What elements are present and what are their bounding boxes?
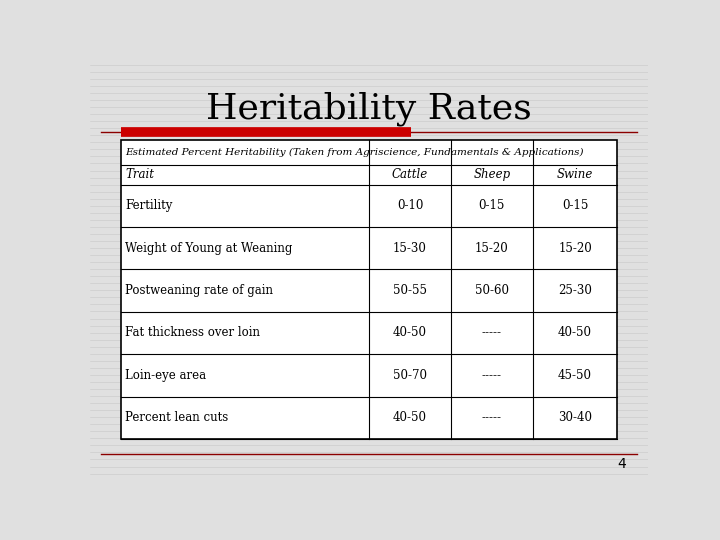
Text: 45-50: 45-50 bbox=[558, 369, 592, 382]
Text: Sheep: Sheep bbox=[473, 168, 510, 181]
Text: Trait: Trait bbox=[125, 168, 154, 181]
Text: 4: 4 bbox=[617, 457, 626, 471]
Text: 40-50: 40-50 bbox=[393, 411, 427, 424]
Text: 50-60: 50-60 bbox=[475, 284, 509, 297]
Text: 40-50: 40-50 bbox=[558, 327, 592, 340]
Text: 40-50: 40-50 bbox=[393, 327, 427, 340]
Text: Cattle: Cattle bbox=[392, 168, 428, 181]
Text: 0-15: 0-15 bbox=[562, 199, 588, 212]
Text: 30-40: 30-40 bbox=[558, 411, 592, 424]
Text: 15-20: 15-20 bbox=[475, 242, 509, 255]
Text: Weight of Young at Weaning: Weight of Young at Weaning bbox=[125, 242, 292, 255]
Bar bbox=[121, 140, 617, 439]
Text: 0-15: 0-15 bbox=[479, 199, 505, 212]
Text: -----: ----- bbox=[482, 369, 502, 382]
Text: Heritability Rates: Heritability Rates bbox=[206, 91, 532, 126]
Text: Postweaning rate of gain: Postweaning rate of gain bbox=[125, 284, 273, 297]
Text: 50-55: 50-55 bbox=[393, 284, 427, 297]
Text: 0-10: 0-10 bbox=[397, 199, 423, 212]
Text: 50-70: 50-70 bbox=[393, 369, 427, 382]
Text: -----: ----- bbox=[482, 327, 502, 340]
Text: Loin-eye area: Loin-eye area bbox=[125, 369, 206, 382]
Text: Swine: Swine bbox=[557, 168, 593, 181]
Text: Estimated Percent Heritability (Taken from Agriscience, Fundamentals & Applicati: Estimated Percent Heritability (Taken fr… bbox=[125, 148, 584, 157]
Text: 15-30: 15-30 bbox=[393, 242, 427, 255]
Text: Fat thickness over loin: Fat thickness over loin bbox=[125, 327, 260, 340]
Text: -----: ----- bbox=[482, 411, 502, 424]
Text: 25-30: 25-30 bbox=[558, 284, 592, 297]
Text: Fertility: Fertility bbox=[125, 199, 173, 212]
Text: Percent lean cuts: Percent lean cuts bbox=[125, 411, 228, 424]
Text: 15-20: 15-20 bbox=[558, 242, 592, 255]
